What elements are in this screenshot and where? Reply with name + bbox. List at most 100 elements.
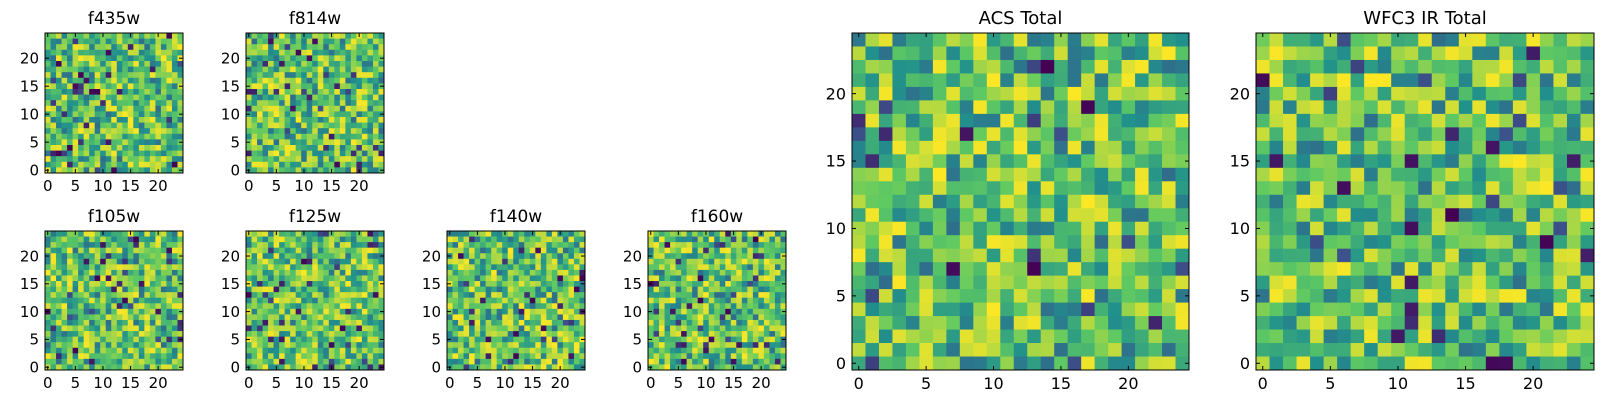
- heatmap-cell: [1256, 140, 1270, 155]
- heatmap-cell: [653, 358, 660, 365]
- heatmap-cell: [1135, 194, 1149, 209]
- heatmap-cell: [659, 364, 665, 371]
- heatmap-cell: [72, 49, 79, 56]
- heatmap-cell: [452, 342, 459, 349]
- heatmap-cell: [758, 358, 765, 365]
- heatmap-cell: [345, 236, 352, 243]
- heatmap-cell: [339, 358, 346, 365]
- heatmap-cell: [529, 236, 536, 243]
- heatmap-cell: [339, 275, 346, 282]
- heatmap-cell: [100, 61, 107, 67]
- heatmap-cell: [372, 275, 379, 282]
- heatmap-cell: [653, 236, 660, 243]
- heatmap-cell: [1337, 154, 1352, 169]
- heatmap-cell: [317, 247, 324, 254]
- heatmap-cell: [1323, 59, 1338, 74]
- heatmap-cell: [56, 331, 62, 338]
- heatmap-cell: [83, 156, 90, 163]
- heatmap-cell: [524, 253, 531, 260]
- heatmap-cell: [78, 49, 85, 56]
- heatmap-cell: [50, 77, 57, 84]
- heatmap-cell: [573, 292, 580, 299]
- heatmap-cell: [350, 122, 357, 129]
- heatmap-cell: [50, 231, 57, 237]
- heatmap-cell: [356, 264, 363, 271]
- heatmap-cell: [579, 286, 586, 293]
- heatmap-cell: [268, 314, 274, 321]
- heatmap-cell: [279, 325, 286, 332]
- heatmap-cell: [1027, 181, 1042, 196]
- heatmap-cell: [919, 33, 934, 47]
- heatmap-cell: [946, 46, 961, 61]
- heatmap-cell: [155, 314, 162, 321]
- heatmap-cell: [279, 275, 286, 282]
- heatmap-cell: [1431, 100, 1446, 115]
- heatmap-cell: [1148, 154, 1163, 169]
- heatmap-cell: [105, 55, 112, 62]
- heatmap-cell: [273, 347, 280, 354]
- heatmap-cell: [507, 319, 514, 326]
- heatmap-cell: [557, 342, 564, 349]
- heatmap-cell: [100, 156, 107, 163]
- heatmap-cell: [670, 319, 676, 326]
- heatmap-cell: [251, 77, 258, 84]
- heatmap-cell: [1445, 181, 1460, 196]
- heatmap-cell: [116, 314, 123, 321]
- heatmap-cell: [89, 105, 96, 112]
- heatmap-cell: [986, 154, 1001, 169]
- heatmap-cell: [905, 194, 920, 209]
- heatmap-cell: [127, 275, 134, 282]
- heatmap-cell: [905, 140, 920, 155]
- heatmap-cell: [111, 236, 118, 243]
- heatmap-cell: [769, 292, 776, 299]
- heatmap-cell: [56, 77, 62, 84]
- heatmap-cell: [301, 275, 308, 282]
- heatmap-cell: [100, 44, 107, 51]
- heatmap-cell: [372, 117, 379, 123]
- heatmap-cell: [138, 139, 145, 146]
- heatmap-cell: [1013, 113, 1028, 128]
- heatmap-cell: [149, 253, 156, 260]
- heatmap-cell: [372, 111, 379, 118]
- heatmap-cell: [251, 139, 258, 146]
- heatmap-cell: [345, 292, 352, 299]
- heatmap-cell: [89, 303, 96, 310]
- heatmap-cell: [932, 316, 947, 330]
- heatmap-cell: [345, 319, 352, 326]
- heatmap-cell: [529, 275, 536, 282]
- heatmap-cell: [513, 297, 520, 304]
- heatmap-cell: [703, 286, 710, 293]
- heatmap-cell: [372, 122, 379, 129]
- heatmap-cell: [502, 247, 509, 254]
- heatmap-cell: [50, 258, 57, 265]
- heatmap-cell: [507, 286, 514, 293]
- heatmap-cell: [127, 253, 134, 260]
- heatmap-cell: [458, 342, 464, 349]
- heatmap-cell: [491, 264, 498, 271]
- heatmap-cell: [1040, 329, 1055, 344]
- heatmap-cell: [72, 156, 79, 163]
- heatmap-cell: [284, 342, 291, 349]
- heatmap-cell: [149, 38, 156, 45]
- heatmap-cell: [1512, 181, 1527, 196]
- heatmap-cell: [959, 113, 974, 128]
- heatmap-cell: [356, 38, 363, 45]
- heatmap-cell: [708, 364, 715, 371]
- heatmap-cell: [284, 128, 291, 135]
- heatmap-cell: [758, 303, 765, 310]
- heatmap-cell: [67, 145, 73, 151]
- heatmap-cell: [518, 292, 525, 299]
- heatmap-cell: [469, 242, 475, 249]
- heatmap-cell: [474, 264, 481, 271]
- heatmap-cell: [697, 275, 704, 282]
- heatmap-cell: [257, 161, 263, 168]
- heatmap-cell: [306, 292, 313, 299]
- heatmap-cell: [262, 156, 269, 163]
- heatmap-cell: [973, 248, 988, 263]
- heatmap-cell: [579, 297, 586, 304]
- heatmap-cell: [171, 231, 178, 237]
- heatmap-cell: [273, 72, 280, 79]
- heatmap-cell: [334, 167, 341, 174]
- heatmap-cell: [367, 89, 374, 95]
- heatmap-cell: [1121, 100, 1136, 115]
